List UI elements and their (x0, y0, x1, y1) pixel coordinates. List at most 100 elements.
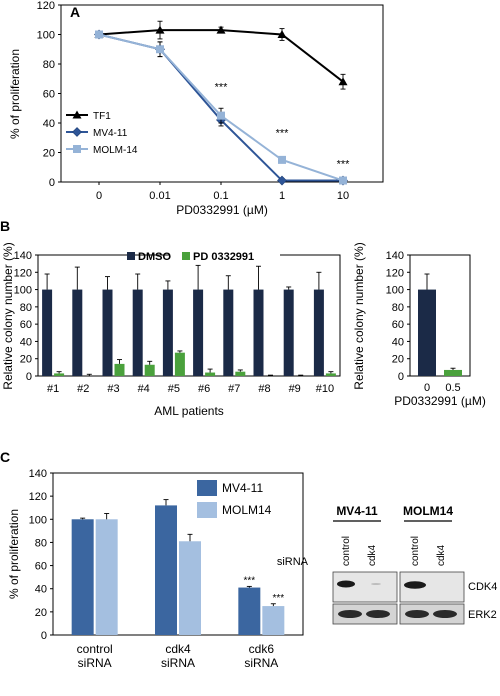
blot-band-cdk4-1a (337, 580, 355, 588)
y-tick-label: 40 (43, 118, 55, 130)
x-tick-label: #2 (77, 383, 89, 395)
y-tick-label: 0 (41, 630, 47, 642)
y-tick-label: 20 (392, 354, 404, 366)
x-tick-label: 0.5 (445, 382, 460, 394)
y-tick-label: 80 (43, 59, 55, 71)
blot-cell-line-1: MV4-11 (336, 504, 378, 518)
chart-b-left-y-axis: 0 20 40 60 80 100 120 140 (14, 250, 38, 383)
blot-protein-2: ERK2 (468, 609, 497, 621)
y-tick-label: 80 (35, 537, 47, 549)
chart-a-y-axis: 0 20 40 60 80 100 120 (37, 0, 61, 189)
x-tick-label: 0 (96, 190, 102, 202)
chart-c-legend: MV4-11 MOLM14 (197, 480, 272, 518)
y-tick-label: 140 (14, 250, 32, 262)
chart-b-right-y-axis: 0 20 40 60 80 100 120 140 (386, 250, 410, 383)
bar (205, 372, 216, 376)
y-tick-label: 100 (29, 514, 47, 526)
blot-lane-2b: cdk4 (436, 544, 447, 566)
chart-b-left-xlabel: AML patients (154, 404, 224, 418)
legend-swatch (182, 252, 190, 260)
legend-label: MOLM-14 (93, 145, 138, 156)
blot-erk2-panel-2 (399, 603, 465, 625)
y-tick-label: 100 (14, 285, 32, 297)
x-tick-label: siRNA (161, 656, 195, 670)
x-tick-label: cdk6 (249, 642, 275, 656)
chart-a-xlabel: PD0332991 (µM) (176, 203, 268, 217)
series-line-0 (98, 29, 344, 83)
y-tick-label: 120 (386, 267, 404, 279)
legend-label: TF1 (93, 111, 111, 122)
y-tick-label: 140 (29, 468, 47, 480)
data-point (277, 30, 287, 38)
y-tick-label: 20 (35, 607, 47, 619)
bar (444, 369, 462, 376)
bar (235, 371, 246, 376)
y-tick-label: 60 (20, 319, 32, 331)
x-tick-label: #9 (289, 383, 301, 395)
bar (262, 606, 285, 635)
legend-label: DMSO (138, 251, 171, 263)
bar (95, 519, 118, 635)
chart-c-ylabel: % of proliferation (7, 509, 21, 599)
y-tick-label: 100 (37, 30, 55, 42)
blot-cell-line-2: MOLM14 (403, 504, 453, 518)
bar (72, 289, 83, 376)
legend-swatch (127, 252, 135, 260)
x-tick-label: #4 (138, 383, 150, 395)
chart-c-frame (52, 472, 304, 636)
bar (223, 289, 234, 376)
significance-marker: *** (276, 127, 290, 139)
y-tick-label: 120 (29, 491, 47, 503)
bar (71, 519, 94, 635)
blot-lane-1b: cdk4 (367, 544, 378, 566)
data-point (339, 176, 347, 185)
blot-band-erk2-1b (366, 610, 390, 618)
chart-c-bars: *** *** (71, 499, 285, 635)
chart-a-x-axis: 0 0.01 0.1 1 10 (96, 182, 349, 202)
blot-band-cdk4-1b (371, 583, 381, 585)
series-line-2 (98, 33, 344, 182)
legend-label: MOLM14 (222, 503, 272, 517)
y-tick-label: 0 (398, 371, 404, 383)
chart-b-left: 0 20 40 60 80 100 120 140 #1 #2 #3 #4 #5 #6 #7 #8 #9 #10… (1, 242, 341, 418)
bar (42, 289, 53, 376)
legend-swatch (197, 502, 217, 518)
x-tick-label: 1 (279, 190, 285, 202)
chart-b-left-frame (37, 254, 341, 377)
chart-b-right-frame (409, 254, 471, 377)
chart-b-right-x-axis: 0 0.5 (424, 382, 461, 394)
data-point (217, 111, 225, 120)
legend-marker (73, 145, 81, 153)
y-tick-label: 20 (20, 354, 32, 366)
data-point (156, 45, 164, 54)
bar (313, 289, 324, 376)
bar (144, 364, 155, 376)
significance-marker: *** (272, 593, 284, 604)
blot-band-erk2-2b (433, 610, 457, 618)
x-tick-label: siRNA (244, 656, 278, 670)
y-tick-label: 80 (392, 302, 404, 314)
y-tick-label: 0 (49, 177, 55, 189)
data-point (278, 155, 286, 164)
legend-swatch (197, 480, 217, 496)
blot-row-label: siRNA (277, 556, 309, 568)
legend-background (170, 250, 280, 262)
y-tick-label: 80 (20, 302, 32, 314)
x-tick-label: control (77, 642, 113, 656)
chart-b-left-ylabel: Relative colony number (%) (1, 242, 15, 389)
bar (162, 289, 173, 376)
chart-c-y-axis: 0 20 40 60 80 100 120 140 (29, 468, 53, 642)
blot-erk2-panel-1 (332, 603, 398, 625)
blot-band-cdk4-2a (404, 581, 426, 589)
y-tick-label: 60 (35, 561, 47, 573)
x-tick-label: cdk4 (165, 642, 191, 656)
data-point (216, 25, 226, 34)
y-tick-label: 60 (43, 89, 55, 101)
x-tick-label: #1 (47, 383, 59, 395)
x-tick-label: #6 (198, 383, 210, 395)
panel-label-b: B (0, 218, 10, 234)
